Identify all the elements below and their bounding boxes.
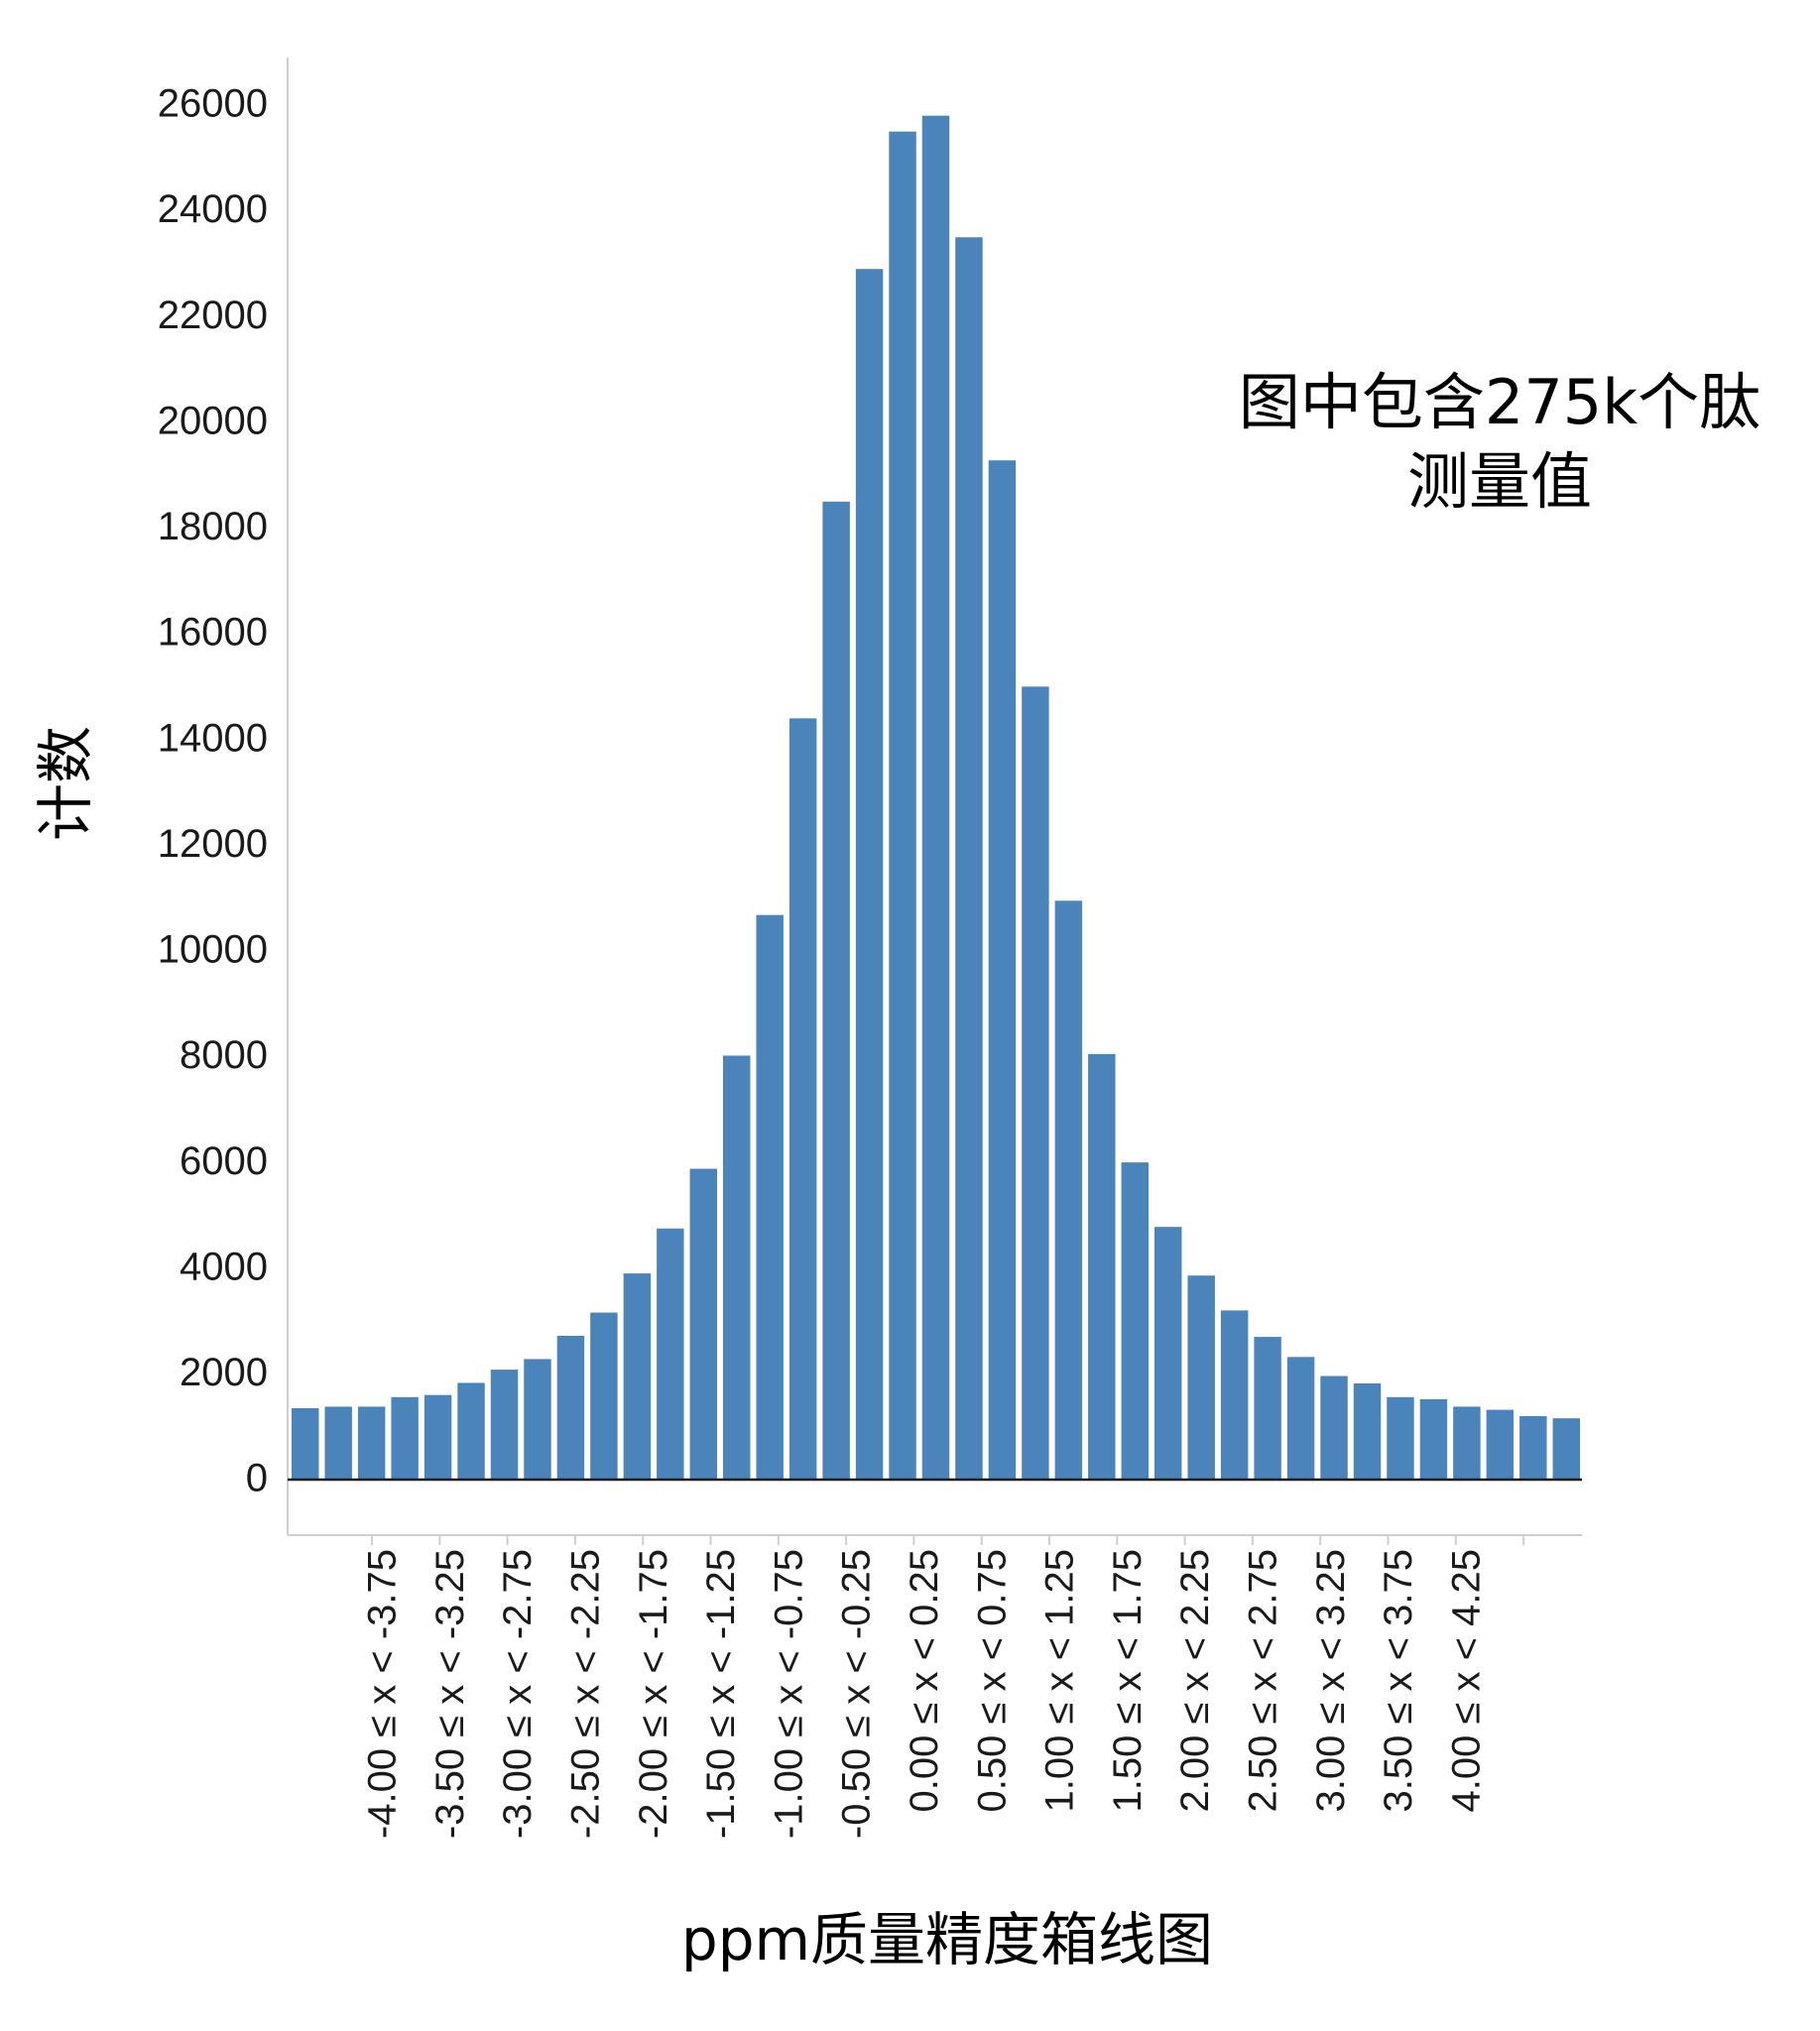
bar (623, 1273, 652, 1480)
bar (457, 1382, 485, 1480)
bar (955, 237, 983, 1480)
bar (889, 131, 916, 1480)
y-tick-label: 18000 (158, 505, 268, 548)
x-tick-label: -2.50 ≤ x < -2.25 (563, 1549, 607, 1839)
x-tick-label: -1.50 ≤ x < -1.25 (699, 1549, 743, 1839)
y-tick-labels: 0 2000 4000 6000 8000 10000 12000 14000 16000 180… (158, 82, 268, 1500)
axes (287, 58, 1582, 1545)
annotation-line-2: 测量值 (1407, 445, 1592, 518)
bar (1187, 1275, 1215, 1480)
bar (1320, 1375, 1348, 1480)
bar (657, 1228, 684, 1480)
x-tick-label: 2.50 ≤ x < 2.75 (1241, 1549, 1284, 1812)
bar (1353, 1382, 1382, 1480)
bar (590, 1312, 618, 1480)
x-tick-label: 4.00 ≤ x < 4.25 (1444, 1549, 1488, 1812)
x-tick-label: -3.50 ≤ x < -3.25 (428, 1549, 472, 1839)
bar (1486, 1409, 1515, 1480)
y-tick-label: 10000 (158, 927, 268, 971)
bar (1088, 1053, 1116, 1480)
x-tick-label: -1.00 ≤ x < -0.75 (767, 1549, 810, 1839)
y-tick-label: 4000 (180, 1245, 268, 1288)
x-tick-label: 0.50 ≤ x < 0.75 (970, 1549, 1014, 1812)
y-tick-label: 6000 (180, 1139, 268, 1183)
y-tick-label: 26000 (158, 82, 268, 126)
bar (756, 914, 784, 1480)
y-tick-label: 8000 (180, 1033, 268, 1077)
x-tick-label: -3.00 ≤ x < -2.75 (496, 1549, 540, 1839)
y-tick-label: 20000 (158, 399, 268, 442)
y-tick-label: 22000 (158, 294, 268, 337)
bar (988, 460, 1017, 1481)
y-axis-title: 计数 (32, 726, 99, 841)
y-tick-label: 16000 (158, 611, 268, 655)
bar (1387, 1396, 1414, 1480)
bar (689, 1168, 717, 1480)
x-tick-label: 1.50 ≤ x < 1.75 (1106, 1549, 1150, 1812)
y-tick-label: 12000 (158, 822, 268, 866)
bar (723, 1055, 751, 1480)
bar (789, 718, 817, 1480)
y-tick-label: 14000 (158, 716, 268, 760)
bar (1453, 1406, 1481, 1480)
bar (424, 1394, 452, 1480)
bars-layer (292, 115, 1580, 1481)
bar (1286, 1357, 1315, 1480)
bar (1121, 1162, 1149, 1480)
bar (1022, 686, 1049, 1480)
x-tick-label: 3.00 ≤ x < 3.25 (1309, 1549, 1353, 1812)
y-tick-label: 24000 (158, 187, 268, 231)
bar (1154, 1227, 1182, 1480)
bar (855, 269, 884, 1480)
bar (490, 1370, 519, 1480)
x-tick-label: 0.00 ≤ x < 0.25 (903, 1549, 946, 1812)
bar (357, 1406, 386, 1480)
bar (324, 1406, 352, 1480)
annotation-line-1: 图中包含275k个肽 (1239, 366, 1760, 438)
y-tick-label: 0 (246, 1457, 268, 1500)
bar (921, 115, 950, 1480)
x-tick-label: 1.00 ≤ x < 1.25 (1038, 1549, 1082, 1812)
y-tick-label: 2000 (180, 1351, 268, 1394)
bar (524, 1359, 551, 1480)
x-tick-label: -2.00 ≤ x < -1.75 (632, 1549, 675, 1839)
x-tick-label: 2.00 ≤ x < 2.25 (1173, 1549, 1217, 1812)
bar (1054, 900, 1083, 1480)
x-tick-label: 3.50 ≤ x < 3.75 (1377, 1549, 1420, 1812)
bar (1254, 1337, 1281, 1480)
x-tick-label: -0.50 ≤ x < -0.25 (835, 1549, 879, 1839)
bar (822, 501, 850, 1480)
bar (556, 1336, 585, 1480)
bar (292, 1408, 319, 1480)
x-axis-title: ppm质量精度箱线图 (681, 1906, 1213, 1973)
bar (1519, 1416, 1547, 1480)
bar (1552, 1418, 1580, 1480)
x-tick-label: -4.00 ≤ x < -3.75 (361, 1549, 405, 1839)
bar (1419, 1398, 1448, 1480)
bar (1220, 1310, 1249, 1480)
x-tick-labels: -4.00 ≤ x < -3.75 -3.50 ≤ x < -3.25 -3.00 … (361, 1549, 1489, 1839)
bar (391, 1396, 419, 1480)
